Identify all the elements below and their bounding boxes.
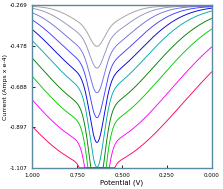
Y-axis label: Current (Amps x e-4): Current (Amps x e-4) [4, 54, 8, 120]
X-axis label: Potential (V): Potential (V) [101, 179, 144, 186]
